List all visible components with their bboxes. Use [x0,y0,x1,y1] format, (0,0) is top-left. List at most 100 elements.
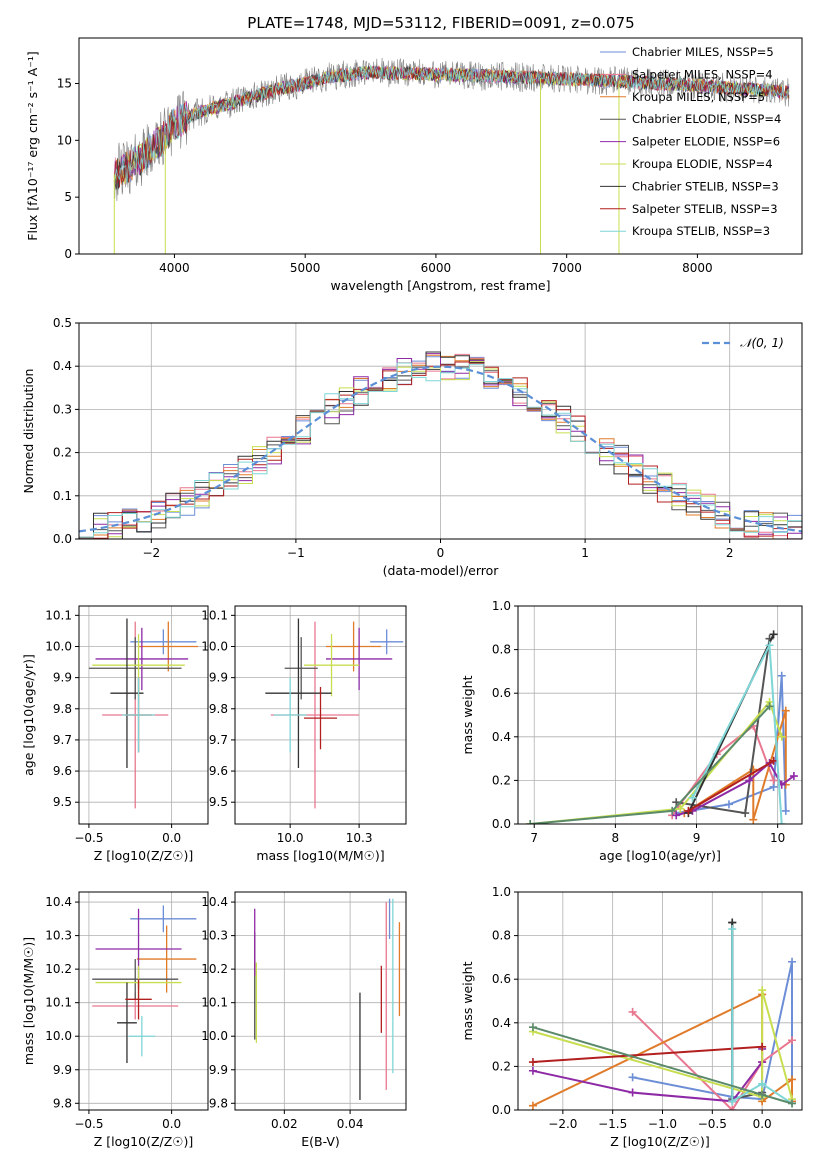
mass_vs_Z-frame [78,891,209,1111]
weight_vs_Z-xtick-label: −0.5 [698,1117,727,1131]
mass_vs_ebv-xlabel: E(B-V) [301,1134,340,1149]
weight_vs_age-xlabel: age [log10(age/yr)] [599,848,721,863]
mass_vs_ebv-ytick-label: 10.2 [201,962,228,976]
mass_vs_Z-ytick-label: 10.2 [45,962,72,976]
weight_vs_Z-series-line [532,1045,763,1063]
weight_vs_age-xtick-label: 7 [530,831,538,845]
weight_vs_Z-point-marker [788,957,797,966]
mass_vs_ebv-xtick-label: 0.02 [271,1117,298,1131]
weight_vs_Z-ytick-label: 0.8 [492,929,511,943]
mass_vs_ebv-plot [254,898,401,1100]
age_vs_Z-ytick-label: 9.6 [53,764,72,778]
mass_vs_Z-ytick-label: 10.3 [45,929,72,943]
weight_vs_Z-point-marker [528,1023,537,1032]
spectrum-xtick-label: 6000 [421,261,452,275]
weight_vs_age-point-marker [777,820,786,824]
weight_vs_age-point-marker [526,820,535,824]
spectrum-legend-entry: Salpeter ELODIE, NSSP=6 [632,135,780,149]
weight_vs_Z-xtick-label: 0.0 [753,1117,772,1131]
weight_vs_Z-plot [528,918,797,1110]
spectrum-legend-entry: Salpeter STELIB, NSSP=3 [632,202,778,216]
weight_vs_Z-frame [517,891,803,1111]
weight_vs_age-point-marker [781,706,790,715]
text-layer: PLATE=1748, MJD=53112, FIBERID=0091, z=0… [21,14,785,1149]
grid-layer [79,322,802,1111]
residuals-ytick-label: 0.2 [53,446,72,460]
mass_vs_ebv-ytick-label: 10.0 [201,1029,228,1043]
frame-layer [75,37,803,1114]
mass_vs_ebv-ytick-label: 10.1 [201,996,228,1010]
weight_vs_Z-ylabel: mass weight [460,961,475,1040]
age_vs_Z-ytick-label: 10.0 [45,639,72,653]
weight_vs_age-series-line [530,705,771,824]
age_vs_Z-plot [88,618,199,809]
weight_vs_age-series-line [687,759,775,812]
age_vs_Z-xtick-label: 0.0 [162,831,181,845]
residuals-ytick-label: 0.5 [53,316,72,330]
weight_vs_Z-xtick-label: −1.0 [648,1117,677,1131]
residuals-xtick-label: 2 [726,546,734,560]
weight_vs_Z-ytick-label: 0.6 [492,972,511,986]
age_vs_mass-ytick-label: 10.1 [201,608,228,622]
weight_vs_Z-series-line [631,1011,793,1110]
age_vs_mass-xtick-label: 10.3 [346,831,373,845]
spectrum-legend-entry: Kroupa STELIB, NSSP=3 [632,224,770,238]
spectrum-ytick-label: 5 [64,190,72,204]
weight_vs_age-series-line [671,724,775,816]
weight_vs_Z-point-marker [788,1099,797,1108]
mass_vs_ebv-ytick-label: 9.8 [209,1096,228,1110]
weight_vs_age-plot [526,630,798,824]
residuals-ytick-label: 0.4 [53,359,72,373]
spectrum-ylabel: Flux [fλ10⁻¹⁷ erg cm⁻² s⁻¹ A⁻¹] [25,51,40,240]
weight_vs_Z-point-marker [528,1058,537,1067]
weight_vs_Z-series-line [731,922,763,1101]
weight_vs_age-ytick-label: 0.4 [492,730,511,744]
spectrum-data-line [114,57,790,202]
weight_vs_age-point-marker [724,800,733,809]
age_vs_mass-ytick-label: 9.5 [209,795,228,809]
weight_vs_age-ylabel: mass weight [460,675,475,754]
weight_vs_age-point-marker [777,671,786,680]
residuals-ytick-label: 0.3 [53,402,72,416]
residual-legend-entry: 𝒩(0, 1) [740,336,784,350]
age_vs_mass-xlabel: mass [log10(M/M☉)] [256,848,384,863]
weight_vs_Z-point-marker [528,1101,537,1110]
weight_vs_Z-point-marker [758,986,767,995]
weight_vs_Z-xtick-label: −2.0 [548,1117,577,1131]
weight_vs_Z-point-marker [758,1090,767,1099]
spectrum-frame [78,37,803,255]
spectrum-xtick-label: 5000 [290,261,321,275]
weight_vs_age-frame [517,605,803,825]
weight_vs_age-ytick-label: 0.0 [492,817,511,831]
residual-histogram [79,353,802,539]
age_vs_Z-xtick-label: −0.5 [74,831,103,845]
spectrum-legend-entry: Kroupa MILES, NSSP=5 [632,90,765,104]
mass_vs_Z-xtick-label: 0.0 [162,1117,181,1131]
residual-histogram [79,361,802,539]
spectrum-xtick-label: 4000 [159,261,190,275]
age_vs_Z-ytick-label: 9.7 [53,733,72,747]
spectrum-ytick-label: 10 [57,133,72,147]
weight_vs_age-point-marker [668,806,677,815]
mass_vs_Z-ytick-label: 10.0 [45,1029,72,1043]
weight_vs_Z-point-marker [628,1007,637,1016]
weight_vs_Z-point-marker [728,925,737,934]
mass_vs_Z-ytick-label: 10.4 [45,895,72,909]
weight_vs_age-point-marker [688,793,697,802]
age_vs_Z-frame [78,605,209,825]
weight_vs_age-point-marker [769,776,778,785]
weight_vs_Z-point-marker [728,1097,737,1106]
residuals-xtick-label: 1 [581,546,589,560]
weight_vs_age-point-marker [765,702,774,711]
weight_vs_Z-ytick-label: 0.0 [492,1103,511,1117]
age_vs_mass-ytick-label: 10.0 [201,639,228,653]
weight_vs_Z-xlabel: Z [log10(Z/Z☉)] [610,1134,710,1149]
weight_vs_age-point-marker [777,732,786,741]
mass_vs_Z-ytick-label: 10.1 [45,996,72,1010]
residual-histogram [79,362,802,538]
spectrum-legend-entry: Chabrier ELODIE, NSSP=4 [632,112,781,126]
weight_vs_age-point-marker [745,776,754,785]
mass_vs_ebv-ytick-label: 10.4 [201,895,228,909]
mass_vs_Z-xlabel: Z [log10(Z/Z☉)] [94,1134,194,1149]
mass_vs_Z-ytick-label: 9.8 [53,1096,72,1110]
